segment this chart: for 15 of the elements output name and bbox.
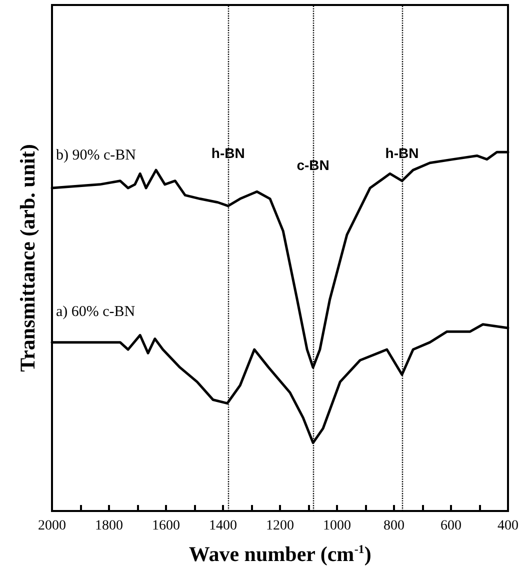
ref-line-label: c-BN [296, 157, 330, 173]
ref-line-label: h-BN [211, 145, 245, 161]
series-label: b) 90% c-BN [56, 148, 136, 164]
ref-line-label: h-BN [385, 145, 419, 161]
x-tick-label: 1000 [323, 518, 351, 534]
x-tick-label: 1800 [95, 518, 123, 534]
x-tick-label: 800 [384, 518, 404, 534]
x-tick-label: 1600 [152, 518, 180, 534]
x-tick-label: 2000 [38, 518, 66, 534]
x-tick-label: 1200 [266, 518, 294, 534]
x-tick-label: 600 [440, 518, 462, 534]
x-tick-label: 1400 [209, 518, 237, 534]
series-label: a) 60% c-BN [56, 304, 136, 320]
x-tick-label: 400 [498, 518, 518, 534]
y-axis-title: Transmittance (arb. unit) [16, 144, 40, 372]
